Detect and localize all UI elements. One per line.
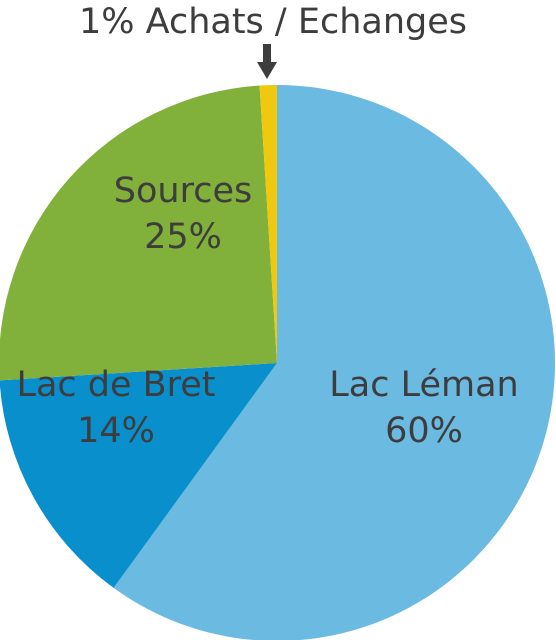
slice-lac-de-bret (0, 363, 277, 588)
slice-label-leman-name: Lac Léman (329, 365, 518, 405)
slice-label-sources-name: Sources (114, 171, 252, 211)
slice-label-bret-value: 14% (77, 411, 155, 451)
slice-label-bret-name: Lac de Bret (16, 365, 215, 405)
slice-label-sources-value: 25% (144, 217, 222, 257)
pie-slices (0, 85, 555, 640)
slice-achats-echanges (259, 85, 277, 363)
callout-arrow (257, 44, 277, 79)
callout-label: 1% Achats / Echanges (79, 2, 467, 42)
slice-label-leman-value: 60% (385, 411, 463, 451)
slice-lac-leman (113, 85, 555, 640)
slice-sources (0, 85, 277, 381)
